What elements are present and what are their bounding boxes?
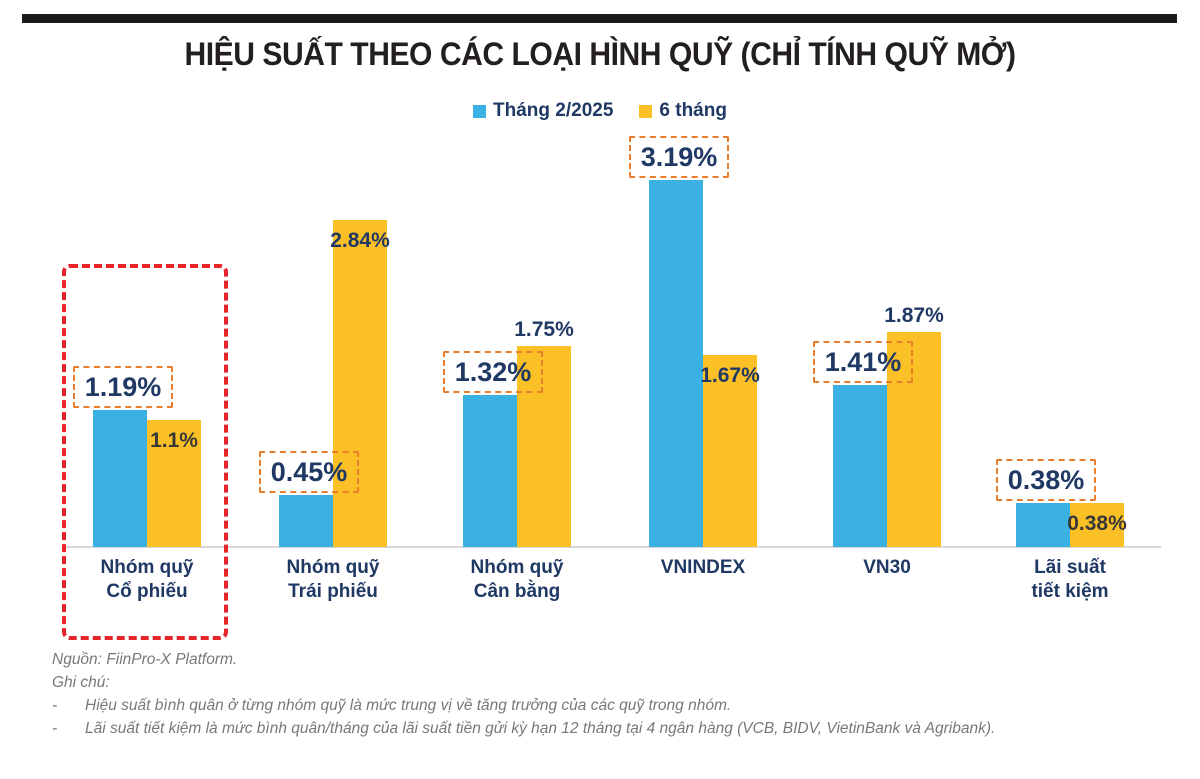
bar-thang2-2 — [279, 495, 333, 547]
bar-thang2-3 — [463, 395, 517, 547]
legend-label: 6 tháng — [659, 100, 727, 121]
value-label-boxed-2: 0.45% — [259, 451, 359, 493]
bar-6thang-3 — [517, 346, 571, 547]
bar-thang2-6 — [1016, 503, 1070, 547]
x-axis-line — [64, 546, 1161, 548]
value-label-1: 1.1% — [150, 429, 198, 452]
note-bullet: - — [52, 720, 58, 737]
bar-6thang-1 — [147, 420, 201, 547]
legend-swatch-yellow-icon — [639, 104, 653, 118]
legend-swatch-blue-icon — [473, 104, 487, 118]
bar-thang2-5 — [833, 385, 887, 547]
category-label-1: Nhóm quỹ Cổ phiếu — [100, 557, 194, 603]
value-label-boxed-1: 1.19% — [73, 366, 173, 408]
bar-6thang-2 — [333, 220, 387, 547]
category-label-5: VN30 — [863, 557, 911, 578]
bar-6thang-5 — [887, 332, 941, 547]
note-text: Lãi suất tiết kiệm là mức bình quân/thán… — [85, 720, 996, 737]
category-label-3: Nhóm quỹ Cân bằng — [470, 557, 564, 603]
value-label-boxed-4: 3.19% — [629, 136, 729, 178]
legend: Tháng 2/2025 6 tháng — [0, 100, 1200, 122]
footer-notes: Nguồn: FiinPro-X Platform. Ghi chú: - Hi… — [52, 648, 1162, 740]
bar-thang2-4 — [649, 180, 703, 547]
legend-label: Tháng 2/2025 — [493, 100, 614, 121]
chart-title: HIỆU SUẤT THEO CÁC LOẠI HÌNH QUỸ (CHỈ TÍ… — [184, 36, 1016, 72]
value-label-5: 1.87% — [884, 304, 944, 327]
highlight-box-red-dashed — [62, 264, 228, 640]
value-label-4: 1.67% — [700, 364, 760, 387]
legend-item-6-thang: 6 tháng — [639, 100, 727, 122]
value-label-3: 1.75% — [514, 318, 574, 341]
category-label-6: Lãi suất tiết kiệm — [1031, 557, 1109, 603]
value-label-2: 2.84% — [330, 229, 390, 252]
notes-title: Ghi chú: — [52, 674, 110, 691]
value-label-boxed-3: 1.32% — [443, 351, 543, 393]
legend-item-thang-2-2025: Tháng 2/2025 — [473, 100, 613, 122]
bar-thang2-1 — [93, 410, 147, 547]
value-label-6: 0.38% — [1067, 512, 1127, 535]
category-label-2: Nhóm quỹ Trái phiếu — [286, 557, 380, 603]
note-item: - Lãi suất tiết kiệm là mức bình quân/th… — [52, 717, 1162, 740]
value-label-boxed-5: 1.41% — [813, 341, 913, 383]
source-note: Nguồn: FiinPro-X Platform. — [52, 651, 238, 668]
note-text: Hiệu suất bình quân ở từng nhóm quỹ là m… — [85, 697, 732, 714]
category-label-4: VNINDEX — [660, 557, 746, 578]
bar-6thang-4 — [703, 355, 757, 547]
chart-title-row: HIỆU SUẤT THEO CÁC LOẠI HÌNH QUỸ (CHỈ TÍ… — [0, 36, 1200, 73]
note-item: - Hiệu suất bình quân ở từng nhóm quỹ là… — [52, 694, 1162, 717]
bar-6thang-6 — [1070, 503, 1124, 547]
value-label-boxed-6: 0.38% — [996, 459, 1096, 501]
top-rule — [22, 14, 1177, 23]
note-bullet: - — [52, 697, 58, 714]
